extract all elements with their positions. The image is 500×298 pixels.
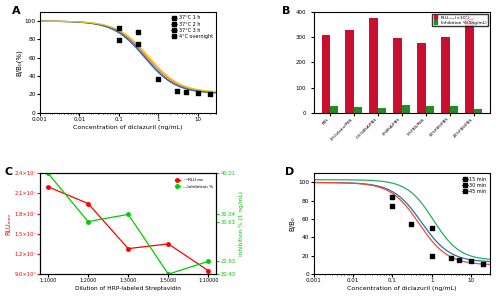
Legend: 15 min, 30 min, 45 min: 15 min, 30 min, 45 min	[460, 176, 487, 195]
X-axis label: Dilution of HRP-labeled Streptavidin: Dilution of HRP-labeled Streptavidin	[76, 286, 181, 291]
Bar	[465, 18, 473, 113]
X-axis label: Concentration of diclazuril (ng/mL): Concentration of diclazuril (ng/mL)	[74, 125, 183, 130]
Bar	[378, 108, 386, 113]
Line: $\mathregular{—}$RLU$_{max}$: $\mathregular{—}$RLU$_{max}$	[46, 185, 210, 273]
$\mathregular{—}$RLU$_{max}$	[125, 247, 131, 250]
$\mathregular{—}$RLU$_{max}$	[206, 269, 212, 273]
Bar	[474, 109, 482, 113]
$\mathregular{—}$RLU$_{max}$	[45, 185, 51, 189]
Y-axis label: RLUₘₐₓ: RLUₘₐₓ	[6, 212, 12, 235]
Bar	[330, 106, 338, 113]
Point	[456, 258, 464, 263]
Line: —Inhibition %: —Inhibition %	[46, 172, 210, 276]
Point	[467, 259, 475, 264]
Y-axis label: B/B₀: B/B₀	[290, 216, 296, 231]
$\mathregular{—}$RLU$_{max}$	[85, 202, 91, 205]
Bar	[402, 105, 410, 113]
Point	[446, 255, 454, 260]
—Inhibition %	[125, 212, 131, 216]
Bar	[426, 106, 434, 113]
Point	[388, 204, 396, 209]
—Inhibition %	[45, 172, 51, 175]
Point	[154, 77, 162, 81]
Point	[428, 226, 436, 231]
Bar	[346, 30, 354, 113]
$\mathregular{—}$RLU$_{max}$	[166, 242, 172, 246]
Text: D: D	[286, 167, 294, 177]
Point	[173, 89, 181, 93]
Point	[206, 91, 214, 96]
Bar	[418, 44, 426, 113]
Text: C: C	[4, 167, 13, 177]
—Inhibition %	[85, 220, 91, 224]
Bar	[354, 107, 362, 113]
Text: B: B	[282, 6, 290, 16]
Point	[388, 195, 396, 200]
Y-axis label: Inhibition % (1 ng/mL): Inhibition % (1 ng/mL)	[238, 191, 244, 256]
Point	[134, 42, 141, 46]
Point	[182, 89, 190, 94]
Point	[194, 90, 202, 95]
Legend: 37°C 1 h, 37°C 2 h, 37°C 3 h, 4°C overnight: 37°C 1 h, 37°C 2 h, 37°C 3 h, 4°C overni…	[170, 14, 214, 40]
Bar	[450, 106, 458, 113]
—Inhibition %	[166, 272, 172, 276]
Legend: —RLU$_{max}$, —Inhibition %: —RLU$_{max}$, —Inhibition %	[174, 176, 214, 190]
Point	[428, 253, 436, 258]
—Inhibition %	[206, 260, 212, 263]
Text: A: A	[12, 6, 20, 16]
Y-axis label: B/B₀(%): B/B₀(%)	[16, 49, 22, 76]
Point	[407, 221, 415, 226]
Point	[115, 25, 123, 30]
X-axis label: Concentration of diclazuril (ng/mL): Concentration of diclazuril (ng/mL)	[347, 286, 457, 291]
Point	[115, 38, 123, 43]
Bar	[322, 35, 330, 113]
Bar	[370, 18, 378, 113]
Point	[134, 30, 141, 35]
Point	[479, 262, 487, 266]
Bar	[394, 38, 402, 113]
Legend: RLUₘₐₓ(×10⁵), Inhibition %(1ng/mL): RLUₘₐₓ(×10⁵), Inhibition %(1ng/mL)	[432, 14, 488, 26]
Bar	[442, 37, 450, 113]
